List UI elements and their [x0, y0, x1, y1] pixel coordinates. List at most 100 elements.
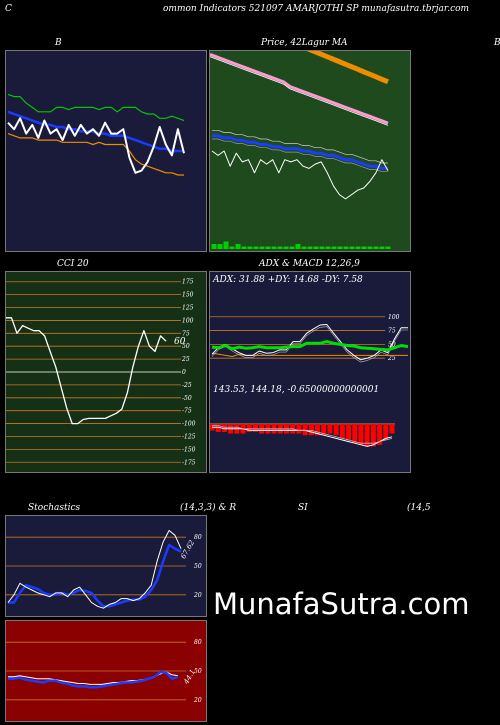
volume-bar: [283, 246, 289, 249]
ma-long-line: [306, 51, 389, 85]
volume-bar: [241, 246, 247, 249]
volume-bar: [247, 246, 253, 249]
cci-tick-label: -125: [182, 433, 196, 440]
cci-tick-label: 100: [182, 317, 194, 324]
bollinger-panel: [5, 50, 207, 252]
macd-histogram-bar: [358, 424, 364, 445]
volume-bar: [343, 246, 349, 249]
volume-bar: [217, 244, 223, 249]
volume-bar: [313, 246, 319, 249]
volume-bar: [337, 246, 343, 249]
volume-bar: [373, 246, 379, 249]
cci-chart: 175 150 125 100 75 50 25 0 -25 -50 -75 -100 -125 -150…: [6, 279, 196, 466]
rsi-line: [8, 670, 179, 689]
stochastics-panel: 80 50 20 67.62: [5, 515, 207, 617]
cci-tick-label: -150: [182, 446, 196, 453]
stoch-last-value: 67.62: [179, 538, 196, 560]
stoch-k-line: [8, 543, 182, 608]
volume-bar: [385, 246, 391, 249]
cci-tick-label: 175: [182, 279, 194, 286]
stoch-title-left: Stochastics: [28, 503, 81, 513]
bb-lower-line: [7, 133, 184, 176]
stoch-tick-label: 50: [194, 563, 202, 570]
macd-histogram-bar: [308, 424, 314, 436]
volume-bar: [229, 246, 235, 249]
volume-bar: [355, 246, 361, 249]
cci-tick-label: 125: [182, 305, 194, 312]
volume-bar: [301, 246, 307, 249]
price-ma-panel: [209, 50, 411, 252]
stoch-tick-label: 20: [193, 592, 202, 599]
volume-bar: [349, 246, 355, 249]
stochastics-chart: 80 50 20 67.62: [6, 530, 202, 609]
rsi-tick-label: 80: [194, 639, 202, 646]
rsi-tick-label: 50: [194, 668, 202, 675]
plus-di-shadow-line: [211, 326, 408, 363]
bb-upper-line: [7, 93, 185, 122]
macd-histogram-bar: [389, 424, 395, 434]
adx-line: [211, 340, 409, 352]
stoch-title-mid: (14,3,3) & R: [180, 503, 237, 513]
price-line: [211, 150, 389, 200]
macd-histogram-bar: [377, 424, 383, 445]
volume-bar: [319, 246, 325, 249]
volume-bar: [271, 246, 277, 249]
macd-histogram-bar: [321, 424, 327, 436]
corner-letter: C: [5, 4, 12, 14]
adx-panel-title: ADX & MACD 12,26,9: [259, 259, 360, 269]
volume-bar: [277, 246, 283, 249]
volume-bar: [325, 246, 331, 249]
ma-short-lower-line: [212, 138, 388, 173]
ma-mid-line: [210, 52, 389, 125]
macd-histogram-bar: [215, 424, 221, 432]
volume-bar: [259, 246, 265, 249]
cci-tick-label: 50: [182, 343, 190, 350]
macd-histogram-bar: [333, 424, 339, 436]
volume-bar: [379, 246, 385, 249]
volume-bar: [361, 246, 367, 249]
stoch-tick-label: 80: [194, 534, 202, 541]
macd-histogram-bar: [339, 424, 345, 439]
cci-tick-label: 75: [182, 330, 190, 337]
macd-histogram-bar: [352, 424, 358, 444]
ma-mid-edge-line: [210, 56, 389, 126]
volume-bar: [265, 246, 271, 249]
volume-bar: [289, 246, 295, 249]
ma-short-line: [212, 134, 388, 170]
cci-tick-label: 150: [182, 292, 194, 299]
adx-values: ADX: 31.88 +DY: 14.68 -DY: 7.58: [213, 275, 363, 285]
cci-tick-label: -100: [182, 421, 196, 428]
ma-short-upper-line: [212, 129, 388, 164]
volume-bar: [235, 244, 241, 249]
volume-bar: [295, 244, 301, 249]
bb-panel-title: B: [55, 38, 62, 48]
macd-histogram-bar: [252, 424, 258, 432]
rsi-tick-label: 20: [193, 697, 202, 704]
rsi-panel: 80 50 20 44.1: [5, 620, 207, 722]
macd-histogram-bar: [296, 424, 302, 434]
volume-bar: [211, 244, 217, 249]
adx-tick-label: 100: [388, 314, 400, 321]
macd-histogram-bar: [221, 424, 227, 432]
stoch-title-si: SI: [298, 503, 308, 513]
volume-bar: [331, 246, 337, 249]
macd-histogram-bar: [327, 424, 333, 434]
cci-tick-label: -175: [182, 459, 196, 466]
price-ma-chart: [210, 51, 391, 249]
macd-histogram-bar: [315, 424, 321, 436]
watermark: MunafaSutra.com: [213, 587, 470, 621]
adx-tick-label: 75: [388, 328, 396, 335]
cci-panel: 175 150 125 100 75 50 25 0 -25 -50 -75 -100 -125 -150…: [5, 271, 207, 473]
volume-bar: [367, 246, 373, 249]
stoch-d-line: [7, 530, 182, 609]
adx-tick-label: 25: [387, 355, 396, 362]
macd-histogram-bar: [364, 424, 370, 447]
volume-bar: [307, 246, 313, 249]
price-panel-title: Price, 42Lagur MA: [261, 38, 348, 48]
cci-tick-label: -25: [182, 382, 192, 389]
macd-histogram-bar: [370, 424, 376, 447]
macd-histogram-bar: [246, 424, 252, 432]
adx-macd-panel: 100 75 50 25: [209, 271, 411, 473]
page-title: ommon Indicators 521097 AMARJOTHI SP mun…: [163, 4, 470, 14]
